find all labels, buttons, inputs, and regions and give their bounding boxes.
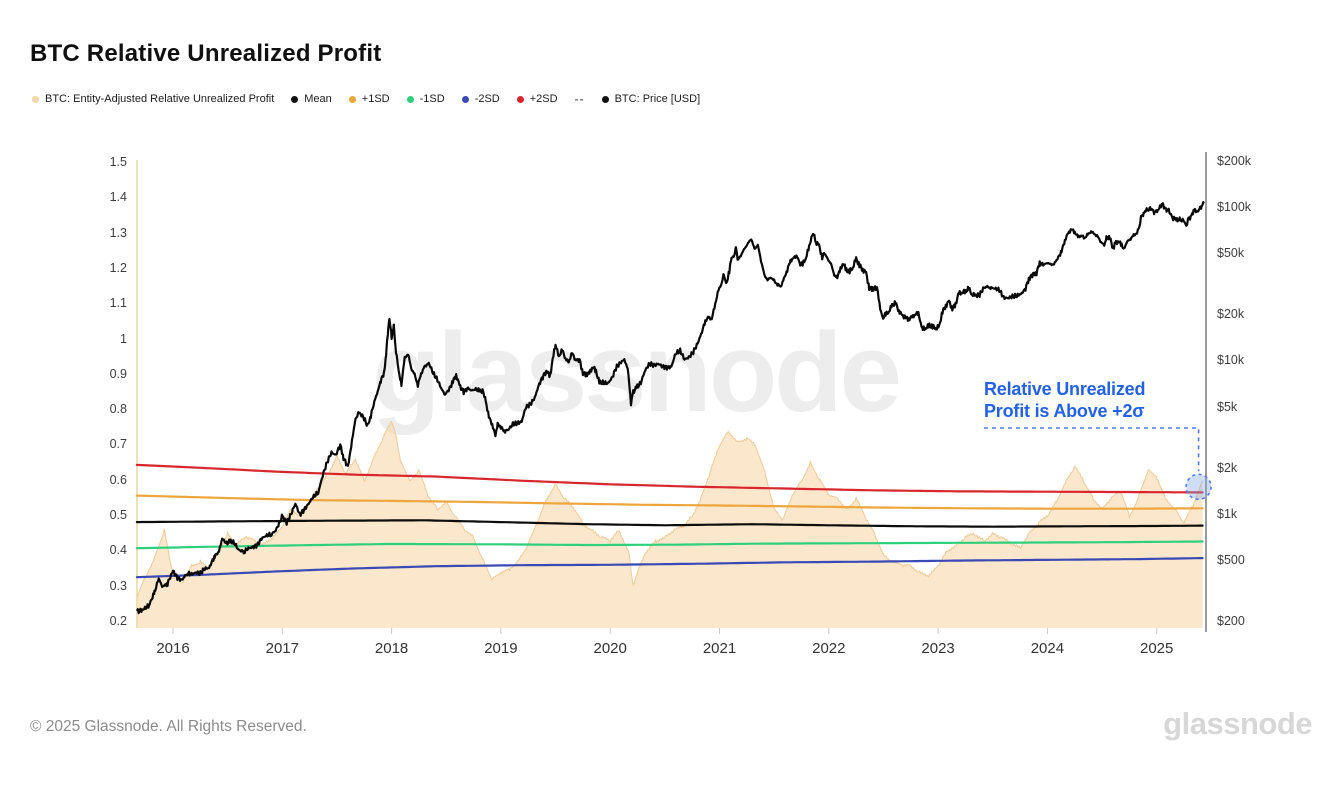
x-axis-tick-label: 2021 [702,640,737,657]
dot-marker-icon [516,95,524,103]
dot-marker-icon [601,95,609,103]
y-left-tick-label: 0.2 [109,614,127,628]
y-left-tick-label: 1.2 [109,260,127,275]
y-left-tick-label: 0.4 [109,543,127,558]
legend-item-label: -2SD [474,93,500,105]
y-left-tick-label: 0.5 [109,508,127,523]
x-axis-tick-label: 2016 [156,640,190,657]
y-right-tick-label: $10k [1217,353,1245,368]
dot-marker-icon [32,95,39,103]
y-right-tick-label: $50k [1217,246,1245,261]
legend-item-label: +2SD [529,93,558,105]
legend-item[interactable]: -2SD [461,93,500,105]
plus2sd-line [135,463,1204,494]
x-axis-tick-label: 2025 [1140,640,1174,657]
dot-marker-icon [348,95,356,103]
annotation-highlight-circle [1185,473,1212,501]
rup-area-series [136,421,1203,628]
y-right-tick-label: $500 [1217,552,1245,567]
x-axis-tick-label: 2023 [921,640,955,657]
legend-item[interactable]: +2SD [516,93,558,105]
legend-item-label: Mean [304,93,332,105]
x-axis-tick-label: 2020 [593,640,627,657]
legend-item[interactable]: BTC: Price [USD] [601,93,701,105]
page-title: BTC Relative Unrealized Profit [30,40,382,67]
annotation-text: Relative Unrealized Profit is Above +2σ [984,378,1145,422]
y-right-tick-label: $200 [1217,614,1245,628]
y-right-tick-label: $5k [1217,399,1238,414]
chart-plot-area[interactable]: glassnode 1.5 1.4 1.3 1.2 1.1 1 0.9 0.8 0.7 0.6 0.… [0,120,1342,680]
dot-marker-icon [291,95,299,103]
y-right-tick-label: $200k [1217,154,1252,168]
legend-item-label: BTC: Price [USD] [614,93,701,105]
legend-item[interactable]: -1SD [406,93,445,105]
y-left-tick-label: 0.3 [109,578,127,593]
legend-item[interactable]: -- [574,91,585,106]
y-left-tick-label: 1.4 [109,190,127,205]
x-axis-tick-label: 2022 [812,640,846,657]
y-left-tick-label: 0.7 [109,437,127,452]
legend-item-label: BTC: Entity-Adjusted Relative Unrealized… [45,93,275,105]
dot-marker-icon [461,95,469,103]
annotation-line-1: Relative Unrealized [984,379,1146,399]
chart-canvas [135,152,1212,634]
plus1sd-line [135,494,1204,510]
y-right-tick-label: $20k [1217,307,1245,322]
y-right-tick-label: $2k [1217,460,1238,475]
mean-line [135,519,1204,528]
dash-marker-icon: -- [574,91,585,106]
y-left-tick-label: 1 [120,331,127,346]
legend: BTC: Entity-Adjusted Relative Unrealized… [32,93,700,105]
y-left-tick-label: 0.6 [109,472,127,487]
y-left-tick-label: 1.1 [109,296,127,311]
annotation-dashed-line [984,427,1200,472]
y-left-tick-label: 0.8 [109,402,127,417]
y-right-tick-label: $100k [1217,200,1252,215]
btc-price-line [135,201,1205,615]
legend-item-label: +1SD [361,93,390,105]
y-left-tick-label: 1.3 [109,225,127,240]
x-axis-tick-label: 2019 [484,640,518,657]
x-axis-tick-label: 2017 [265,640,299,657]
y-left-tick-label: 1.5 [109,155,127,169]
legend-item[interactable]: Mean [291,93,332,105]
minus2sd-line [135,557,1204,579]
legend-item[interactable]: +1SD [348,93,390,105]
footer-copyright: © 2025 Glassnode. All Rights Reserved. [30,718,307,735]
legend-item[interactable]: BTC: Entity-Adjusted Relative Unrealized… [32,93,274,105]
x-axis-tick-label: 2018 [374,640,409,657]
y-right-tick-label: $1k [1217,506,1238,521]
dot-marker-icon [406,95,414,103]
y-left-tick-label: 0.9 [109,366,127,381]
watermark: glassnode [372,310,902,435]
x-axis-tick-label: 2024 [1030,640,1065,657]
legend-item-label: -1SD [419,93,445,105]
minus1sd-line [135,540,1204,550]
glassnode-logo: glassnode [1163,706,1312,741]
annotation-line-2: Profit is Above +2σ [984,401,1145,421]
